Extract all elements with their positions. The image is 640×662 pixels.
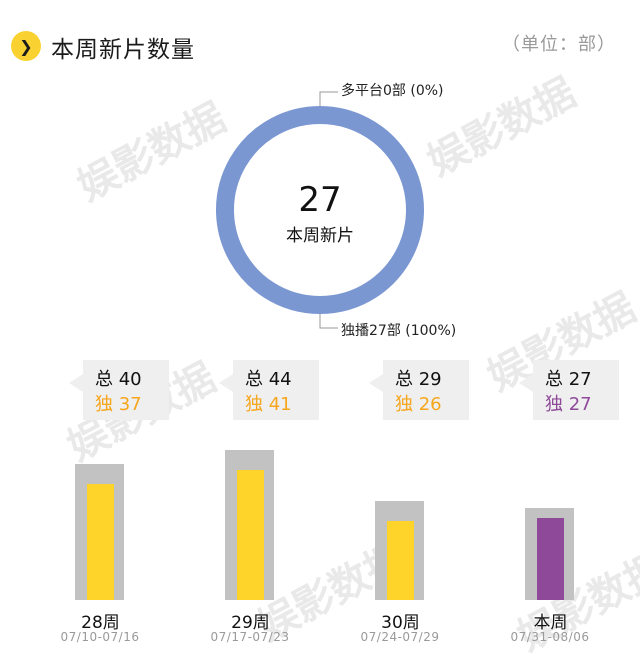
stat-box: 总 44 独 41 [219, 360, 319, 420]
page-title: 本周新片数量 [51, 37, 195, 63]
week-column: 总 29 独 26 30周 07/24-07/29 [358, 360, 469, 660]
stat-box: 总 27 独 27 [519, 360, 619, 420]
stat-box: 总 29 独 26 [369, 360, 469, 420]
date-range-label: 07/10-07/16 [60, 630, 140, 644]
date-range-label: 07/31-08/06 [510, 630, 590, 644]
stat-box: 总 40 独 37 [69, 360, 169, 420]
exclusive-bar [537, 517, 564, 600]
total-count: 总 29 [395, 369, 442, 390]
exclusive-bar [87, 483, 114, 600]
week-label: 本周 [533, 613, 568, 633]
slice-label-multi-platform: 多平台0部 (0%) [341, 83, 444, 99]
date-range-label: 07/24-07/29 [360, 630, 440, 644]
exclusive-count: 独 27 [545, 394, 592, 415]
exclusive-bar [387, 521, 414, 600]
total-count: 总 27 [545, 369, 592, 390]
donut-chart [216, 91, 424, 329]
exclusive-count: 独 41 [245, 394, 292, 415]
unit-label: （单位：部） [502, 34, 616, 55]
week-label: 29周 [231, 613, 270, 633]
leader-line [319, 91, 338, 106]
week-column: 总 44 独 41 29周 07/17-07/23 [208, 360, 319, 660]
donut-center-value: 27 [298, 180, 342, 220]
donut-center-label: 本周新片 [286, 226, 354, 246]
slice-label-exclusive: 独播27部 (100%) [341, 323, 457, 339]
chart-header: ❯ 本周新片数量 （单位：部） [0, 0, 640, 88]
leader-line [319, 314, 338, 329]
exclusive-count: 独 37 [95, 394, 142, 415]
total-count: 总 44 [245, 369, 292, 390]
exclusive-bar [237, 470, 264, 600]
week-column: 总 40 独 37 28周 07/10-07/16 [58, 360, 169, 660]
chevron-right-icon: ❯ [11, 31, 41, 61]
exclusive-count: 独 26 [395, 394, 442, 415]
donut-slice-1 [216, 106, 424, 314]
week-column: 总 27 独 27 本周 07/31-08/06 [508, 360, 619, 660]
week-label: 28周 [81, 613, 120, 633]
total-count: 总 40 [95, 369, 142, 390]
week-label: 30周 [381, 613, 420, 633]
date-range-label: 07/17-07/23 [210, 630, 290, 644]
